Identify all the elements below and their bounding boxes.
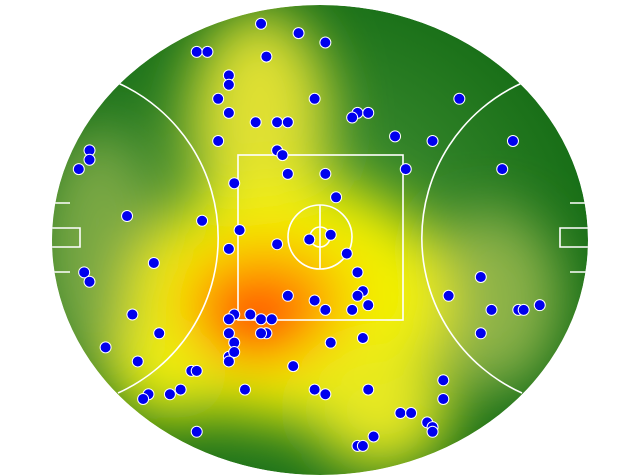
point [137, 392, 150, 405]
point [72, 163, 85, 176]
point [281, 167, 294, 180]
point [319, 303, 332, 316]
point [222, 313, 235, 326]
point [346, 111, 359, 124]
point [222, 327, 235, 340]
point [506, 135, 519, 148]
point [271, 238, 284, 251]
point [533, 299, 546, 312]
point [153, 327, 166, 340]
point [346, 303, 359, 316]
point [351, 266, 364, 279]
point [271, 116, 284, 129]
point [276, 149, 289, 162]
point [190, 425, 203, 438]
point [319, 167, 332, 180]
point [255, 327, 268, 340]
point [222, 106, 235, 119]
point [190, 364, 203, 377]
point [83, 275, 96, 288]
point [399, 163, 412, 176]
point [437, 374, 450, 387]
point [174, 383, 187, 396]
point [340, 247, 353, 260]
point [99, 341, 112, 354]
point [281, 116, 294, 129]
point [362, 383, 375, 396]
point [147, 256, 160, 269]
point [496, 163, 509, 176]
point [265, 313, 278, 326]
point [405, 407, 418, 420]
point [121, 210, 134, 223]
point [356, 439, 369, 452]
point [228, 346, 241, 359]
point [362, 299, 375, 312]
point [319, 36, 332, 49]
point [212, 92, 225, 105]
point [303, 233, 316, 246]
point [126, 308, 139, 321]
point [196, 214, 209, 227]
point [351, 289, 364, 302]
point [281, 289, 294, 302]
point [437, 392, 450, 405]
point [255, 17, 268, 30]
point [238, 383, 251, 396]
point [394, 407, 407, 420]
point [517, 303, 530, 316]
point [131, 355, 144, 368]
point [222, 355, 235, 368]
point [362, 106, 375, 119]
point [356, 331, 369, 344]
point [201, 45, 214, 58]
point [83, 153, 96, 166]
point [426, 135, 439, 148]
point [319, 388, 332, 401]
point [292, 27, 305, 40]
point [308, 92, 321, 105]
point [474, 327, 487, 340]
point [308, 294, 321, 307]
point [163, 388, 176, 401]
point [260, 50, 273, 63]
point [453, 92, 466, 105]
point [474, 271, 487, 284]
point [249, 116, 262, 129]
point [324, 228, 337, 241]
points [72, 17, 546, 452]
point [78, 266, 91, 279]
point [287, 360, 300, 373]
point [330, 191, 343, 204]
point [442, 289, 455, 302]
point [190, 45, 203, 58]
point [485, 303, 498, 316]
point [255, 313, 268, 326]
point [324, 336, 337, 349]
point [222, 242, 235, 255]
point [212, 135, 225, 148]
point [367, 430, 380, 443]
point [389, 130, 402, 143]
point [244, 308, 257, 321]
point [233, 224, 246, 237]
point [426, 425, 439, 438]
point [228, 177, 241, 190]
point [308, 383, 321, 396]
point [222, 78, 235, 91]
